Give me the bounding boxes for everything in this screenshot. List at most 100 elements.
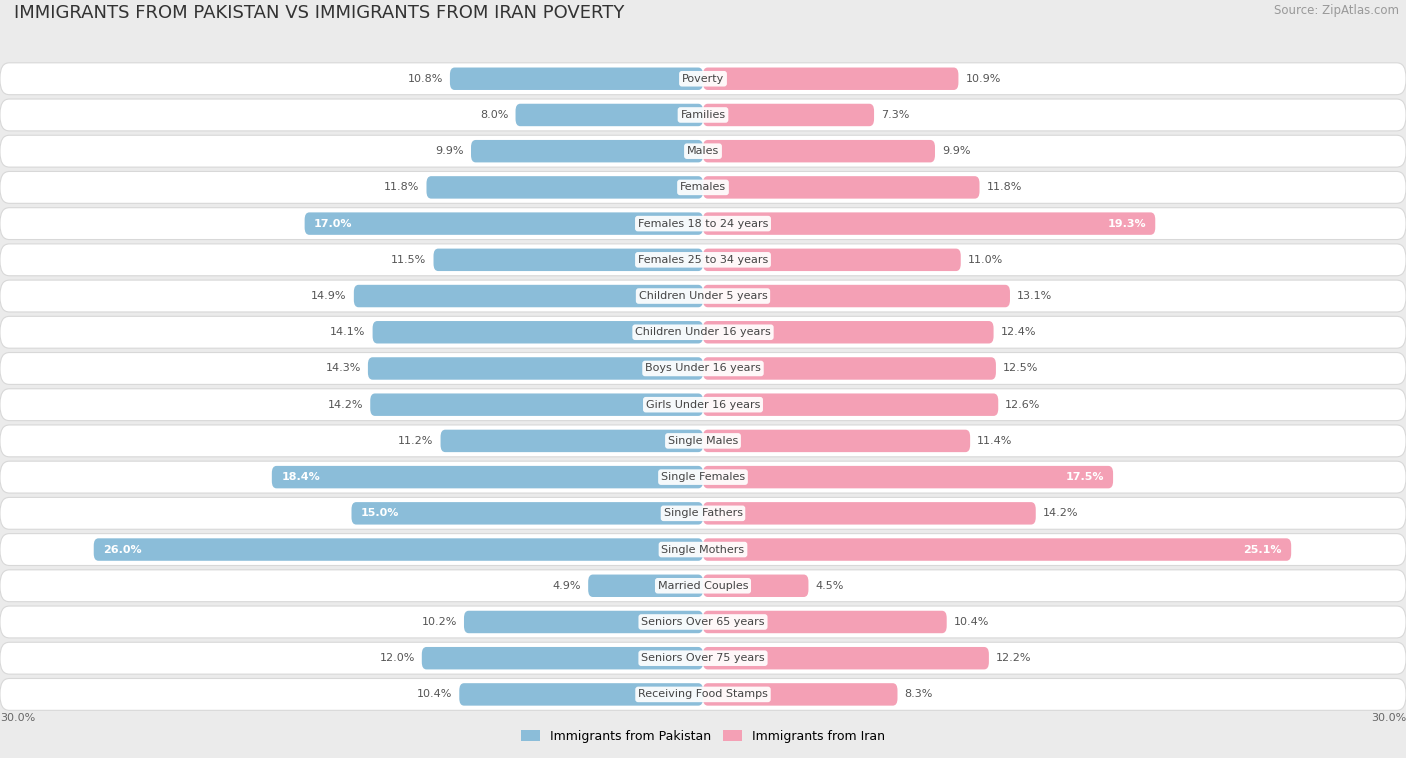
Text: 11.5%: 11.5%	[391, 255, 426, 265]
Text: 10.2%: 10.2%	[422, 617, 457, 627]
FancyBboxPatch shape	[0, 497, 1406, 529]
Text: 30.0%: 30.0%	[0, 713, 35, 722]
Text: Males: Males	[688, 146, 718, 156]
Text: 14.2%: 14.2%	[1043, 509, 1078, 518]
Text: 11.4%: 11.4%	[977, 436, 1012, 446]
Text: 30.0%: 30.0%	[1371, 713, 1406, 722]
Text: 14.1%: 14.1%	[330, 327, 366, 337]
Text: Single Fathers: Single Fathers	[664, 509, 742, 518]
Text: Girls Under 16 years: Girls Under 16 years	[645, 399, 761, 409]
Text: 10.4%: 10.4%	[953, 617, 988, 627]
Text: 15.0%: 15.0%	[361, 509, 399, 518]
FancyBboxPatch shape	[703, 466, 1114, 488]
FancyBboxPatch shape	[0, 606, 1406, 638]
Text: Married Couples: Married Couples	[658, 581, 748, 590]
FancyBboxPatch shape	[0, 389, 1406, 421]
FancyBboxPatch shape	[0, 171, 1406, 203]
FancyBboxPatch shape	[703, 104, 875, 126]
Legend: Immigrants from Pakistan, Immigrants from Iran: Immigrants from Pakistan, Immigrants fro…	[516, 725, 890, 748]
Text: 11.0%: 11.0%	[967, 255, 1002, 265]
Text: 8.3%: 8.3%	[904, 690, 934, 700]
FancyBboxPatch shape	[703, 611, 946, 633]
FancyBboxPatch shape	[370, 393, 703, 416]
Text: 12.5%: 12.5%	[1002, 364, 1038, 374]
FancyBboxPatch shape	[703, 285, 1010, 307]
FancyBboxPatch shape	[464, 611, 703, 633]
Text: 10.9%: 10.9%	[966, 74, 1001, 83]
Text: 10.4%: 10.4%	[418, 690, 453, 700]
Text: 12.6%: 12.6%	[1005, 399, 1040, 409]
FancyBboxPatch shape	[373, 321, 703, 343]
Text: 9.9%: 9.9%	[436, 146, 464, 156]
FancyBboxPatch shape	[271, 466, 703, 488]
FancyBboxPatch shape	[0, 678, 1406, 710]
FancyBboxPatch shape	[440, 430, 703, 452]
Text: 11.8%: 11.8%	[384, 183, 419, 193]
FancyBboxPatch shape	[0, 534, 1406, 565]
FancyBboxPatch shape	[354, 285, 703, 307]
Text: Seniors Over 75 years: Seniors Over 75 years	[641, 653, 765, 663]
FancyBboxPatch shape	[433, 249, 703, 271]
FancyBboxPatch shape	[703, 321, 994, 343]
Text: 17.5%: 17.5%	[1066, 472, 1104, 482]
Text: Source: ZipAtlas.com: Source: ZipAtlas.com	[1274, 4, 1399, 17]
FancyBboxPatch shape	[352, 502, 703, 525]
Text: Children Under 16 years: Children Under 16 years	[636, 327, 770, 337]
FancyBboxPatch shape	[450, 67, 703, 90]
FancyBboxPatch shape	[703, 575, 808, 597]
Text: 11.8%: 11.8%	[987, 183, 1022, 193]
FancyBboxPatch shape	[703, 176, 980, 199]
FancyBboxPatch shape	[588, 575, 703, 597]
FancyBboxPatch shape	[703, 67, 959, 90]
FancyBboxPatch shape	[703, 393, 998, 416]
Text: 12.4%: 12.4%	[1001, 327, 1036, 337]
FancyBboxPatch shape	[0, 316, 1406, 348]
Text: Single Males: Single Males	[668, 436, 738, 446]
Text: 12.2%: 12.2%	[995, 653, 1032, 663]
Text: 14.3%: 14.3%	[326, 364, 361, 374]
FancyBboxPatch shape	[0, 280, 1406, 312]
FancyBboxPatch shape	[703, 430, 970, 452]
Text: Boys Under 16 years: Boys Under 16 years	[645, 364, 761, 374]
Text: 9.9%: 9.9%	[942, 146, 970, 156]
Text: 4.9%: 4.9%	[553, 581, 581, 590]
FancyBboxPatch shape	[0, 135, 1406, 167]
Text: 11.2%: 11.2%	[398, 436, 433, 446]
Text: Females 18 to 24 years: Females 18 to 24 years	[638, 218, 768, 229]
Text: Families: Families	[681, 110, 725, 120]
Text: 26.0%: 26.0%	[103, 544, 142, 555]
FancyBboxPatch shape	[0, 352, 1406, 384]
Text: Poverty: Poverty	[682, 74, 724, 83]
FancyBboxPatch shape	[0, 570, 1406, 602]
Text: Children Under 5 years: Children Under 5 years	[638, 291, 768, 301]
FancyBboxPatch shape	[368, 357, 703, 380]
Text: 8.0%: 8.0%	[479, 110, 509, 120]
Text: Single Mothers: Single Mothers	[661, 544, 745, 555]
FancyBboxPatch shape	[0, 425, 1406, 457]
FancyBboxPatch shape	[0, 244, 1406, 276]
Text: 18.4%: 18.4%	[281, 472, 321, 482]
Text: 4.5%: 4.5%	[815, 581, 844, 590]
FancyBboxPatch shape	[305, 212, 703, 235]
FancyBboxPatch shape	[703, 357, 995, 380]
Text: IMMIGRANTS FROM PAKISTAN VS IMMIGRANTS FROM IRAN POVERTY: IMMIGRANTS FROM PAKISTAN VS IMMIGRANTS F…	[14, 4, 624, 22]
Text: 14.2%: 14.2%	[328, 399, 363, 409]
FancyBboxPatch shape	[0, 642, 1406, 674]
Text: 19.3%: 19.3%	[1108, 218, 1146, 229]
Text: 10.8%: 10.8%	[408, 74, 443, 83]
Text: Females 25 to 34 years: Females 25 to 34 years	[638, 255, 768, 265]
FancyBboxPatch shape	[0, 461, 1406, 493]
Text: Seniors Over 65 years: Seniors Over 65 years	[641, 617, 765, 627]
Text: 25.1%: 25.1%	[1243, 544, 1282, 555]
FancyBboxPatch shape	[0, 208, 1406, 240]
Text: Single Females: Single Females	[661, 472, 745, 482]
FancyBboxPatch shape	[703, 212, 1156, 235]
FancyBboxPatch shape	[703, 140, 935, 162]
FancyBboxPatch shape	[426, 176, 703, 199]
FancyBboxPatch shape	[422, 647, 703, 669]
Text: 12.0%: 12.0%	[380, 653, 415, 663]
Text: Receiving Food Stamps: Receiving Food Stamps	[638, 690, 768, 700]
FancyBboxPatch shape	[703, 249, 960, 271]
Text: 14.9%: 14.9%	[311, 291, 347, 301]
FancyBboxPatch shape	[703, 683, 897, 706]
